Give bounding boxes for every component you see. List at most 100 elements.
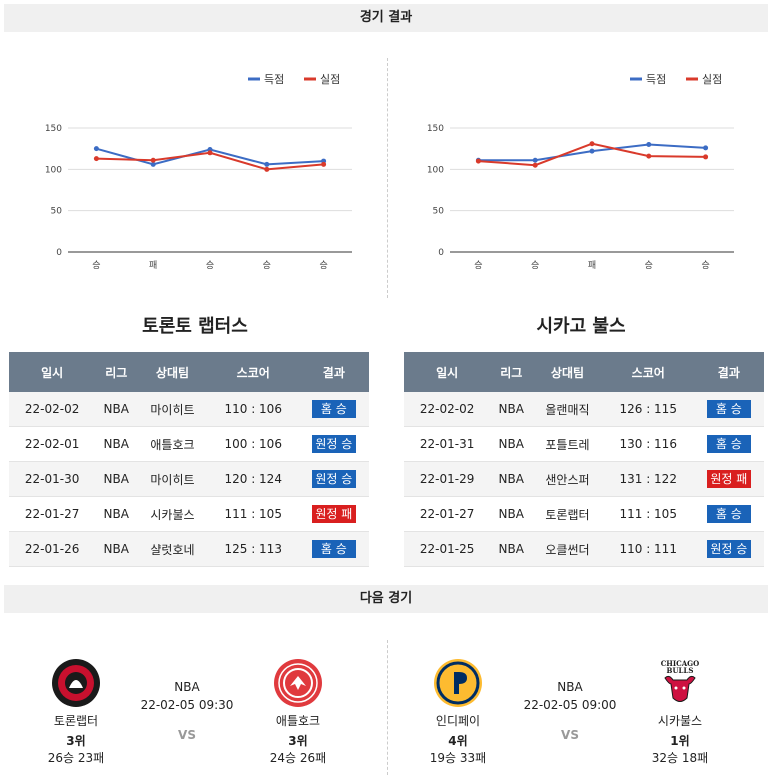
table-row: 22-01-26 NBA 샬럿호네 125 : 113 홈 승 xyxy=(9,531,369,567)
cell-opponent: 올랜매직 xyxy=(532,392,603,427)
hawks-logo xyxy=(273,658,323,708)
data-point xyxy=(703,145,709,151)
away-team-rank: 1위 xyxy=(670,734,690,748)
cell-league: NBA xyxy=(95,461,138,497)
column-header: 결과 xyxy=(298,352,369,392)
next-divider xyxy=(387,640,388,775)
cell-opponent: 마이히트 xyxy=(137,392,208,427)
game-info: NBA 22-02-05 09:00 xyxy=(510,680,630,712)
result-badge: 홈 승 xyxy=(311,540,356,558)
legend-label: 실점 xyxy=(702,73,722,86)
cell-date: 22-01-30 xyxy=(9,461,96,497)
x-tick-label: 승 xyxy=(474,260,482,271)
cell-league: NBA xyxy=(490,461,533,497)
table-row: 22-01-25 NBA 오클썬더 110 : 111 원정 승 xyxy=(404,531,764,567)
data-point xyxy=(646,153,652,159)
cell-league: NBA xyxy=(490,392,533,427)
cell-score: 120 : 124 xyxy=(207,461,299,497)
data-point xyxy=(150,157,156,163)
result-badge: 원정 패 xyxy=(311,505,356,523)
legend-label: 실점 xyxy=(320,73,340,86)
x-tick-label: 승 xyxy=(531,260,539,271)
x-tick-label: 패 xyxy=(588,260,596,271)
raptors-title: 토론토 랩터스 xyxy=(142,316,248,337)
game-league: NBA xyxy=(174,680,200,694)
cell-date: 22-01-31 xyxy=(404,426,491,462)
table-row: 22-02-02 NBA 올랜매직 126 : 115 홈 승 xyxy=(404,392,764,427)
raptors-logo xyxy=(51,658,101,708)
results-section-header: 경기 결과 xyxy=(4,4,768,32)
result-badge: 원정 승 xyxy=(311,470,356,488)
data-point xyxy=(264,161,270,167)
cell-opponent: 시카불스 xyxy=(137,496,208,532)
cell-result: 홈 승 xyxy=(693,496,764,532)
x-tick-label: 승 xyxy=(319,260,327,271)
result-badge: 홈 승 xyxy=(706,505,751,523)
y-tick-label: 150 xyxy=(45,124,62,134)
game-datetime: 22-02-05 09:00 xyxy=(523,698,617,712)
next-game-2: 인디페이 4위 19승 33패 NBA 22-02-05 09:00 VS CH… xyxy=(390,640,770,770)
x-tick-label: 승 xyxy=(206,260,214,271)
svg-text:CHICAGO: CHICAGO xyxy=(661,659,700,668)
cell-score: 126 : 115 xyxy=(602,392,694,427)
table-row: 22-01-27 NBA 시카불스 111 : 105 원정 패 xyxy=(9,496,369,532)
cell-score: 111 : 105 xyxy=(207,496,299,532)
legend-label: 득점 xyxy=(646,73,666,86)
cell-league: NBA xyxy=(490,496,533,532)
cell-opponent: 애틀호크 xyxy=(137,426,208,462)
cell-score: 125 : 113 xyxy=(207,531,299,567)
column-header: 스코어 xyxy=(207,352,299,392)
x-tick-label: 승 xyxy=(645,260,653,271)
column-header: 일시 xyxy=(404,352,491,392)
column-header: 리그 xyxy=(95,352,138,392)
y-tick-label: 100 xyxy=(427,165,444,175)
pacers-logo xyxy=(433,658,483,708)
cell-opponent: 샌안스퍼 xyxy=(532,461,603,497)
table-row: 22-01-31 NBA 포틀트레 130 : 116 홈 승 xyxy=(404,426,764,462)
cell-result: 홈 승 xyxy=(693,392,764,427)
cell-date: 22-02-01 xyxy=(9,426,96,462)
cell-result: 원정 승 xyxy=(298,426,369,462)
cell-score: 100 : 106 xyxy=(207,426,299,462)
home-team-name: 토론랩터 xyxy=(53,714,99,728)
result-badge: 원정 승 xyxy=(311,435,356,453)
vs-label: VS xyxy=(561,728,579,742)
cell-league: NBA xyxy=(95,392,138,427)
cell-score: 110 : 111 xyxy=(602,531,694,567)
column-header: 결과 xyxy=(693,352,764,392)
cell-score: 111 : 105 xyxy=(602,496,694,532)
away-team-name: 시카불스 xyxy=(657,714,703,728)
bulls-line-chart: 득점 실점 0 50 100 150 승 승 패 승 승 xyxy=(427,73,734,271)
table-header-row: 일시 리그 상대팀 스코어 결과 xyxy=(404,352,764,392)
home-team: 인디페이 4위 19승 33패 xyxy=(413,658,503,766)
data-point xyxy=(532,157,538,163)
cell-league: NBA xyxy=(95,426,138,462)
home-team: 토론랩터 3위 26승 23패 xyxy=(31,658,121,766)
x-tick-label: 승 xyxy=(92,260,100,271)
data-point xyxy=(475,158,481,164)
column-header: 리그 xyxy=(490,352,533,392)
table-row: 22-01-27 NBA 토론랩터 111 : 105 홈 승 xyxy=(404,496,764,532)
raptors-line-chart: 득점 실점 0 50 100 150 승 패 승 승 승 xyxy=(45,73,352,271)
home-team-name: 인디페이 xyxy=(435,714,481,728)
cell-date: 22-01-25 xyxy=(404,531,491,567)
away-team-record: 32승 18패 xyxy=(651,751,709,765)
data-point xyxy=(150,161,156,167)
game-league: NBA xyxy=(557,680,583,694)
column-header: 스코어 xyxy=(602,352,694,392)
away-team: CHICAGO BULLS 시카불스 1위 32승 18패 xyxy=(635,658,725,766)
y-tick-label: 150 xyxy=(427,124,444,134)
cell-score: 130 : 116 xyxy=(602,426,694,462)
cell-opponent: 마이히트 xyxy=(137,461,208,497)
data-point xyxy=(589,141,595,147)
cell-date: 22-01-29 xyxy=(404,461,491,497)
data-point xyxy=(321,161,327,167)
column-header: 상대팀 xyxy=(137,352,208,392)
next-game-1: 토론랩터 3위 26승 23패 NBA 22-02-05 09:30 VS 애틀… xyxy=(0,640,380,770)
cell-opponent: 샬럿호네 xyxy=(137,531,208,567)
x-tick-label: 승 xyxy=(263,260,271,271)
result-badge: 홈 승 xyxy=(311,400,356,418)
result-badge: 원정 승 xyxy=(706,540,751,558)
